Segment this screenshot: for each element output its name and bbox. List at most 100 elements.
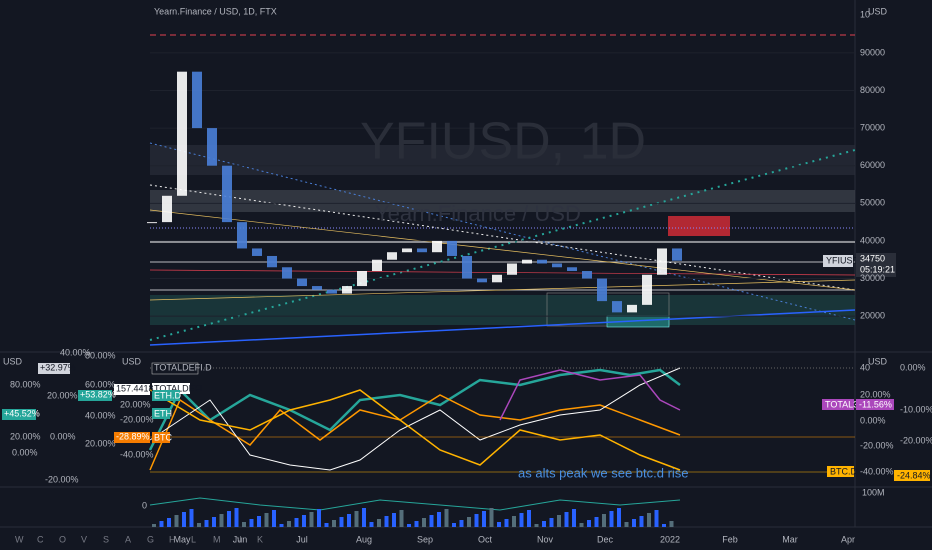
volume-bar xyxy=(332,520,336,527)
volume-bar xyxy=(212,517,216,527)
toolbar-button[interactable]: K xyxy=(257,534,263,544)
axis-label: 40.00% xyxy=(85,410,116,420)
volume-bar xyxy=(377,519,381,527)
volume-bar xyxy=(294,518,299,527)
candle xyxy=(567,267,577,272)
legend: TOTALDEFI xyxy=(154,383,203,393)
candle xyxy=(462,255,472,279)
volume-bar xyxy=(639,516,644,527)
volume-bar xyxy=(669,521,674,527)
volume-bar xyxy=(317,509,321,527)
volume-bar xyxy=(264,513,269,527)
toolbar-button[interactable]: A xyxy=(125,534,131,544)
volume-bar xyxy=(279,524,284,527)
toolbar-button[interactable]: C xyxy=(37,534,44,544)
axis-label: 60.00% xyxy=(85,379,116,389)
volume-bar xyxy=(632,519,636,527)
volume-bar xyxy=(249,519,254,527)
candle xyxy=(447,240,457,256)
volume-bar xyxy=(602,514,606,527)
candle xyxy=(672,248,682,261)
volume-bar xyxy=(414,521,419,527)
candle xyxy=(582,271,592,279)
countdown: 05:19:21 xyxy=(860,264,895,274)
toolbar-button[interactable]: G xyxy=(147,534,154,544)
volume-bar xyxy=(654,510,659,527)
volume-bar xyxy=(474,514,479,527)
candle xyxy=(312,286,322,290)
currency: USD xyxy=(868,6,888,16)
price-tag-name: YFIUSD xyxy=(826,255,860,265)
candles xyxy=(147,71,682,313)
axis-tag: 157.4418 xyxy=(116,383,154,393)
volume-bar xyxy=(422,518,426,527)
axis-label: 0 xyxy=(142,500,147,510)
volume-bar xyxy=(497,522,501,527)
volume-bar xyxy=(167,518,171,527)
volume-bar xyxy=(429,515,434,527)
candle xyxy=(327,289,337,294)
time-label: Sep xyxy=(417,534,433,544)
toolbar-button[interactable]: S xyxy=(103,534,109,544)
watermark-ticker: YFIUSD, 1D xyxy=(360,113,646,171)
volume-bar xyxy=(159,521,164,527)
volume-bar xyxy=(512,516,516,527)
toolbar-button[interactable]: H xyxy=(169,534,176,544)
volume-bar xyxy=(309,512,314,527)
toolbar-button[interactable]: N xyxy=(235,534,242,544)
candle xyxy=(177,71,187,196)
volume-bar xyxy=(272,510,276,527)
volume-bar xyxy=(579,523,584,527)
toolbar-button[interactable]: W xyxy=(15,534,24,544)
axis-label: 80.00% xyxy=(85,350,116,360)
volume-bar xyxy=(459,520,464,527)
volume-bar xyxy=(587,520,591,527)
toolbar-button[interactable]: M xyxy=(213,534,221,544)
candle xyxy=(267,255,277,268)
legend: ETH.D xyxy=(154,390,182,400)
axis-label: -20.00% xyxy=(860,440,894,450)
axis-label: -40.00% xyxy=(860,466,894,476)
axis-label: 0.00% xyxy=(12,447,38,457)
time-label: Nov xyxy=(537,534,554,544)
volume-bar xyxy=(339,517,344,527)
price-tick-label: 40000 xyxy=(860,235,885,245)
candle xyxy=(372,259,382,272)
time-label: 2022 xyxy=(660,534,680,544)
candle xyxy=(207,128,217,166)
candle xyxy=(627,304,637,313)
volume-bar xyxy=(534,524,539,527)
toolbar-button[interactable]: O xyxy=(59,534,66,544)
candle xyxy=(252,248,262,256)
volume-bar xyxy=(527,510,531,527)
axis-label: -40.00% xyxy=(120,449,154,459)
candle xyxy=(417,248,427,253)
watermark-name: Yearn.Finance / USD xyxy=(375,201,581,226)
axis-label: -20.00% xyxy=(120,414,154,424)
symbol-title: Yearn.Finance / USD, 1D, FTX xyxy=(154,6,277,16)
price-tick-label: 50000 xyxy=(860,198,885,208)
axis-unit: USD xyxy=(3,356,23,366)
last-price: 34750 xyxy=(860,253,885,263)
toolbar-button[interactable]: L xyxy=(191,534,196,544)
price-tick-label: 30000 xyxy=(860,273,885,283)
volume-bar xyxy=(437,512,441,527)
candle xyxy=(342,286,352,294)
candle xyxy=(282,267,292,279)
time-label: Jun xyxy=(233,534,248,544)
time-label: May xyxy=(173,534,191,544)
axis-tag: +32.97% xyxy=(40,362,76,372)
volume-bar xyxy=(369,522,374,527)
volume-bar xyxy=(557,515,561,527)
candle xyxy=(237,222,247,249)
volume-bar xyxy=(152,524,156,527)
volume-bar xyxy=(302,515,306,527)
axis-label: 40.00% xyxy=(60,347,91,357)
legend: ETH xyxy=(154,408,172,418)
toolbar-button[interactable]: V xyxy=(81,534,87,544)
volume-bar xyxy=(234,508,239,527)
volume-bar xyxy=(362,508,366,527)
time-label: Apr xyxy=(841,534,855,544)
axis-tag: TOTAL3 xyxy=(825,399,858,409)
